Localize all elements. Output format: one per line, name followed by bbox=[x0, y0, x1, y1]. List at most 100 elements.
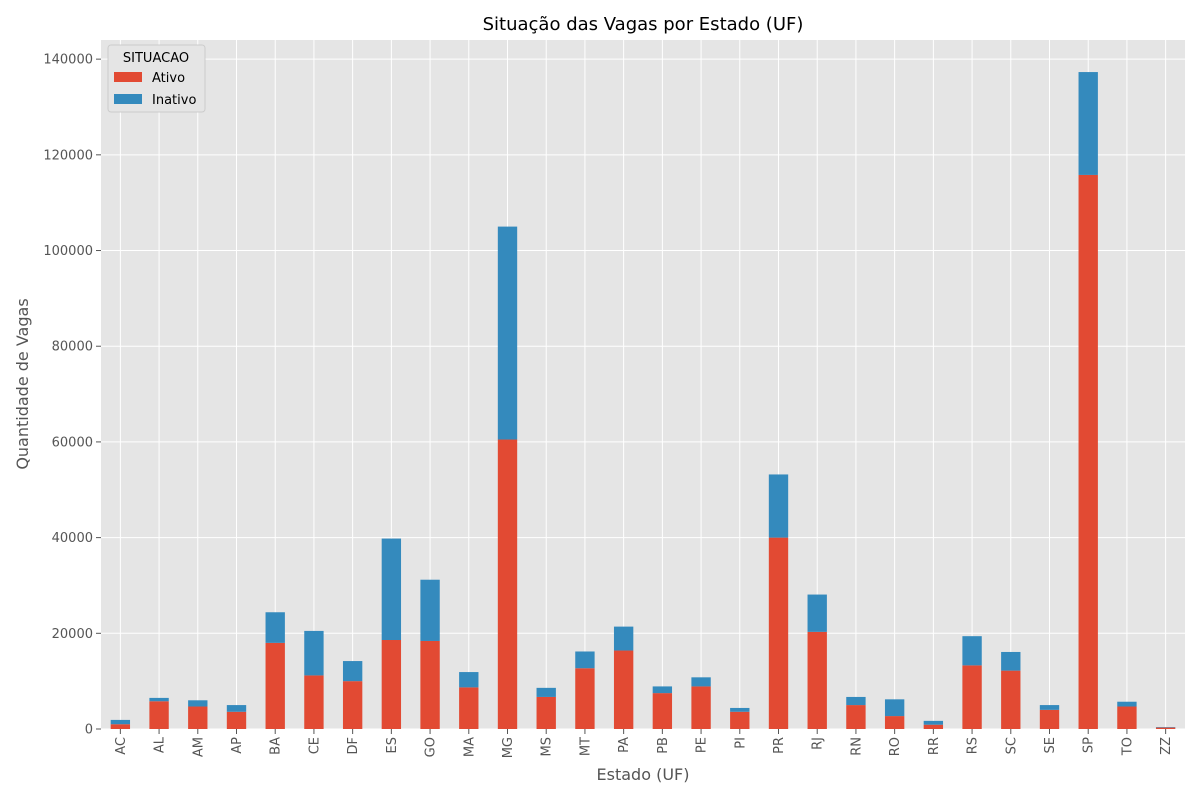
y-tick-label-6: 120000 bbox=[43, 148, 93, 163]
bar-ativo-se bbox=[1039, 709, 1060, 729]
bar-ativo-ro bbox=[884, 716, 905, 729]
bar-ativo-sp bbox=[1078, 174, 1098, 729]
bar-ativo-ba bbox=[265, 642, 285, 729]
bar-inativo-ms bbox=[536, 687, 556, 697]
bar-inativo-mg bbox=[497, 226, 518, 440]
bar-inativo-df bbox=[342, 661, 363, 682]
y-axis-label: Quantidade de Vagas bbox=[13, 298, 32, 469]
bar-ativo-pa bbox=[613, 650, 634, 729]
x-tick-label-zz: ZZ bbox=[1159, 737, 1174, 755]
x-tick-label-df: DF bbox=[346, 737, 361, 755]
y-axis-ticks: 0 20000 40000 60000 80000 100000 120000 140000 bbox=[43, 53, 101, 738]
bar-inativo-mt bbox=[575, 651, 595, 669]
y-tick-label-2: 40000 bbox=[52, 531, 93, 546]
bar-inativo-pa bbox=[613, 626, 634, 651]
x-tick-label-to: TO bbox=[1120, 737, 1135, 756]
legend: SITUACAO Ativo Inativo bbox=[107, 44, 206, 113]
bar-ativo-am bbox=[188, 706, 208, 729]
x-tick-label-es: ES bbox=[385, 737, 400, 753]
bar-ativo-ms bbox=[536, 696, 556, 729]
x-tick-label-ce: CE bbox=[307, 737, 322, 754]
x-tick-label-am: AM bbox=[191, 737, 206, 757]
bar-ativo-rr bbox=[923, 724, 944, 729]
x-tick-label-sp: SP bbox=[1082, 737, 1097, 753]
bar-ativo-df bbox=[342, 681, 363, 729]
bar-inativo-ac bbox=[110, 719, 131, 725]
legend-label-ativo: Ativo bbox=[152, 71, 185, 86]
bar-ativo-rj bbox=[807, 631, 827, 729]
bar-inativo-ma bbox=[459, 672, 479, 688]
x-tick-label-mg: MG bbox=[501, 737, 516, 758]
bar-inativo-pi bbox=[730, 707, 750, 712]
bar-inativo-al bbox=[149, 697, 169, 702]
bar-ativo-ce bbox=[304, 675, 324, 729]
x-tick-label-ba: BA bbox=[269, 737, 284, 755]
bar-ativo-pb bbox=[652, 693, 673, 729]
x-tick-label-go: GO bbox=[424, 737, 439, 757]
bar-inativo-sp bbox=[1078, 72, 1098, 175]
bar-inativo-rn bbox=[846, 696, 866, 706]
legend-swatch-ativo bbox=[114, 72, 142, 82]
bar-ativo-al bbox=[149, 701, 169, 729]
y-tick-label-5: 100000 bbox=[43, 244, 93, 259]
bar-inativo-ro bbox=[884, 699, 905, 717]
x-axis-ticks: AC AL AM AP BA CE DF ES GO MA MG MS MT PA PB PE PI PR RJ RN… bbox=[114, 729, 1174, 758]
x-tick-label-mt: MT bbox=[578, 737, 593, 756]
bar-ativo-rn bbox=[846, 705, 866, 729]
x-tick-label-ap: AP bbox=[230, 737, 245, 754]
bar-ativo-ac bbox=[110, 724, 131, 729]
x-tick-label-ms: MS bbox=[540, 737, 555, 756]
y-tick-label-1: 20000 bbox=[52, 627, 93, 642]
y-tick-label-4: 80000 bbox=[52, 340, 93, 355]
x-tick-label-rr: RR bbox=[927, 737, 942, 755]
bar-inativo-ba bbox=[265, 612, 285, 643]
bar-inativo-go bbox=[420, 579, 440, 641]
bar-inativo-pb bbox=[652, 686, 673, 694]
y-tick-label-3: 60000 bbox=[52, 435, 93, 450]
bar-ativo-pi bbox=[730, 711, 750, 729]
x-tick-label-sc: SC bbox=[1004, 737, 1019, 754]
bar-inativo-ap bbox=[226, 705, 247, 712]
bar-inativo-to bbox=[1117, 701, 1137, 707]
x-tick-label-ma: MA bbox=[462, 737, 477, 757]
bar-ativo-sc bbox=[1001, 670, 1021, 729]
y-tick-label-7: 140000 bbox=[43, 53, 93, 68]
x-tick-label-rn: RN bbox=[849, 737, 864, 756]
bar-inativo-se bbox=[1039, 705, 1060, 710]
bar-inativo-am bbox=[188, 700, 208, 707]
x-tick-label-pa: PA bbox=[617, 737, 632, 753]
plot-area bbox=[101, 40, 1185, 729]
bar-ativo-mg bbox=[497, 439, 518, 729]
bar-inativo-es bbox=[381, 538, 402, 641]
bar-inativo-rr bbox=[923, 720, 944, 725]
y-tick-label-0: 0 bbox=[85, 723, 93, 738]
x-tick-label-pr: PR bbox=[772, 737, 787, 754]
x-tick-label-rs: RS bbox=[966, 737, 981, 754]
x-tick-label-rj: RJ bbox=[811, 737, 826, 750]
bar-inativo-pe bbox=[691, 677, 711, 687]
bar-inativo-pr bbox=[768, 474, 789, 538]
x-tick-label-pe: PE bbox=[695, 737, 710, 753]
bar-inativo-ce bbox=[304, 630, 324, 676]
bar-ativo-ap bbox=[226, 711, 247, 729]
x-tick-label-pb: PB bbox=[656, 737, 671, 754]
legend-title: SITUACAO bbox=[123, 51, 189, 66]
chart-title: Situação das Vagas por Estado (UF) bbox=[483, 14, 804, 35]
bar-ativo-ma bbox=[459, 687, 479, 729]
bar-ativo-mt bbox=[575, 668, 595, 729]
bar-ativo-pe bbox=[691, 686, 711, 729]
x-tick-label-al: AL bbox=[153, 736, 168, 753]
x-axis-label: Estado (UF) bbox=[597, 765, 690, 784]
bar-ativo-zz bbox=[1155, 727, 1176, 729]
bar-ativo-go bbox=[420, 640, 440, 729]
legend-swatch-inativo bbox=[114, 94, 142, 104]
bar-inativo-sc bbox=[1001, 651, 1021, 671]
x-tick-label-pi: PI bbox=[733, 737, 748, 749]
bar-inativo-rs bbox=[962, 636, 982, 666]
x-tick-label-ro: RO bbox=[888, 737, 903, 756]
bar-ativo-to bbox=[1117, 706, 1137, 729]
legend-label-inativo: Inativo bbox=[152, 93, 196, 108]
bar-ativo-rs bbox=[962, 665, 982, 729]
